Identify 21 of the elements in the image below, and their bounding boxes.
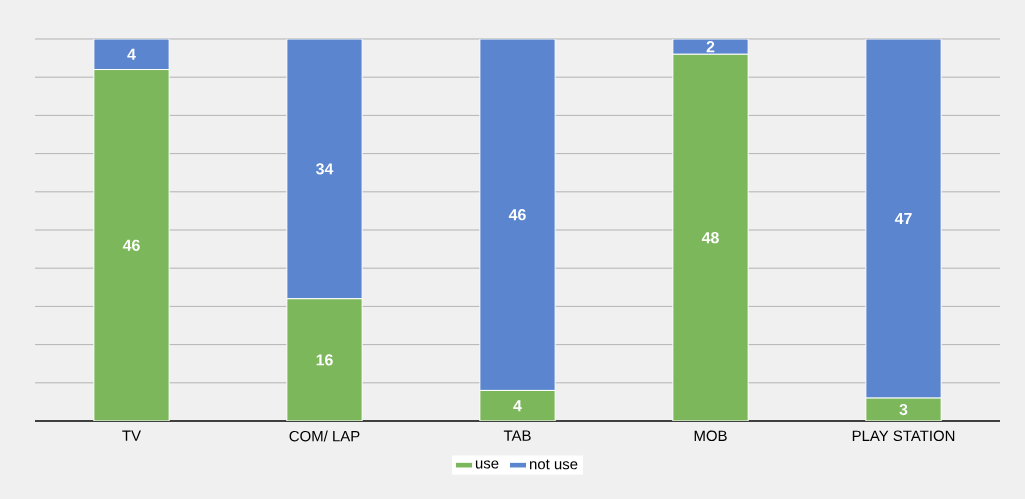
data-label: 4: [513, 400, 522, 412]
x-tick-label: COM/ LAP: [289, 430, 360, 442]
data-label: 4: [127, 48, 136, 60]
x-tick-label: MOB: [694, 430, 727, 442]
x-tick-label: TAB: [503, 430, 531, 441]
x-tick-label: TV: [122, 430, 141, 441]
data-label: 46: [508, 209, 526, 221]
bar: [672, 53, 749, 421]
data-label: 34: [316, 163, 334, 175]
data-label: 2: [706, 41, 715, 53]
bar: [286, 298, 363, 421]
legend-label: not use: [530, 459, 578, 470]
bar: [93, 69, 170, 421]
x-tick-label: PLAY STATION: [852, 430, 955, 442]
data-label: 48: [701, 232, 719, 244]
legend-label: use: [475, 460, 499, 469]
data-label: 47: [894, 213, 912, 225]
bar: [479, 389, 556, 421]
data-label: 46: [122, 239, 140, 251]
data-label: 16: [316, 354, 333, 366]
data-label: 3: [899, 403, 908, 416]
